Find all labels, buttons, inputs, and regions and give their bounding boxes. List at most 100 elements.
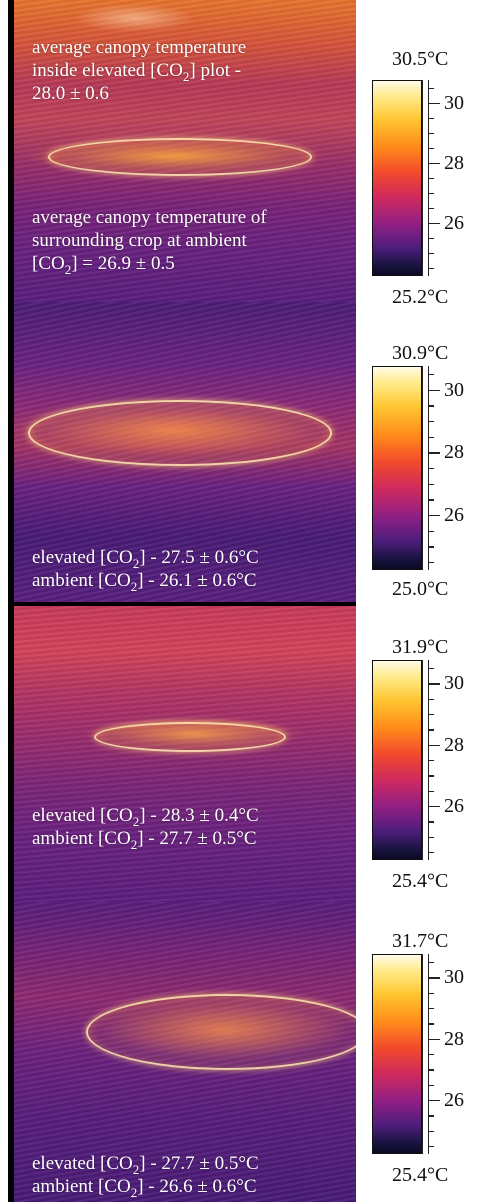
elevated-co2-plot-ring-4 xyxy=(86,994,356,1070)
elevated-co2-plot-ring-1 xyxy=(48,138,312,176)
axis-tick xyxy=(428,238,434,240)
caption-line: surrounding crop at ambient xyxy=(32,230,247,251)
caption-line: [CO2] = 26.9 ± 0.5 xyxy=(32,253,175,277)
axis-tick xyxy=(428,729,434,731)
axis-tick xyxy=(428,530,434,532)
axis-tick xyxy=(428,208,434,210)
axis-tick xyxy=(428,436,434,438)
axis-tick xyxy=(428,1023,434,1025)
caption-line: inside elevated [CO2] plot - xyxy=(32,60,242,84)
axis-tick xyxy=(428,193,434,195)
axis-tick xyxy=(428,1130,434,1132)
scale-min-label: 25.4°C xyxy=(392,1164,449,1186)
axis-tick xyxy=(428,806,440,808)
axis-tick xyxy=(428,714,434,716)
elevated-co2-plot-ring-3 xyxy=(94,722,286,752)
caption-line: elevated [CO2] - 28.3 ± 0.4°C xyxy=(32,805,259,829)
axis-tick xyxy=(428,1115,434,1117)
thermal-image-column: average canopy temperature inside elevat… xyxy=(8,0,356,1202)
colorbar-axis xyxy=(416,80,442,276)
scale-max-label: 31.7°C xyxy=(392,930,449,952)
thermal-panel-2: elevated [CO2] - 27.5 ± 0.6°C ambient [C… xyxy=(14,302,356,602)
axis-tick xyxy=(428,683,440,685)
axis-tick xyxy=(428,562,434,564)
axis-tick xyxy=(428,103,440,105)
scale-min-label: 25.4°C xyxy=(392,870,449,892)
axis-tick xyxy=(428,133,434,135)
axis-tick xyxy=(428,223,440,225)
axis-tick-label: 28 xyxy=(444,733,464,756)
axis-tick xyxy=(428,821,434,823)
axis-tick xyxy=(428,389,440,391)
axis-tick xyxy=(428,374,434,376)
caption-line: ambient [CO2] - 27.7 ± 0.5°C xyxy=(32,828,257,852)
thermal-panel-1: average canopy temperature inside elevat… xyxy=(14,0,356,302)
thermal-photo-3 xyxy=(14,606,356,902)
caption-line: 28.0 ± 0.6 xyxy=(32,83,109,104)
axis-tick-label: 26 xyxy=(444,212,464,234)
axis-tick xyxy=(428,1069,434,1071)
axis-tick xyxy=(428,1146,434,1148)
colorbar xyxy=(372,366,422,570)
axis-tick-label: 28 xyxy=(444,1027,464,1050)
axis-tick xyxy=(428,992,434,994)
axis-tick xyxy=(428,698,434,700)
axis-tick xyxy=(428,775,434,777)
axis-tick xyxy=(428,268,434,270)
axis-tick xyxy=(428,118,434,120)
caption-1a: average canopy temperature inside elevat… xyxy=(32,36,246,105)
colorbar-axis xyxy=(416,954,442,1154)
caption-4: elevated [CO2] - 27.7 ± 0.5°C ambient [C… xyxy=(32,1152,259,1200)
axis-tick xyxy=(428,546,434,548)
caption-3: elevated [CO2] - 28.3 ± 0.4°C ambient [C… xyxy=(32,804,259,852)
caption-line: ambient [CO2] - 26.1 ± 0.6°C xyxy=(32,570,257,594)
axis-tick xyxy=(428,790,434,792)
axis-tick xyxy=(428,962,434,964)
axis-tick-label: 30 xyxy=(444,378,464,401)
axis-tick xyxy=(428,148,434,150)
axis-tick xyxy=(428,253,434,255)
thermal-panel-3: elevated [CO2] - 28.3 ± 0.4°C ambient [C… xyxy=(14,606,356,902)
axis-tick-label: 30 xyxy=(444,966,464,989)
colorbar xyxy=(372,660,422,860)
axis-tick xyxy=(428,852,434,854)
caption-1b: average canopy temperature of surroundin… xyxy=(32,206,267,277)
axis-tick xyxy=(428,163,440,165)
scale-max-label: 30.9°C xyxy=(392,342,449,364)
caption-2: elevated [CO2] - 27.5 ± 0.6°C ambient [C… xyxy=(32,546,259,594)
caption-line: average canopy temperature xyxy=(32,37,247,58)
colorbar xyxy=(372,80,422,276)
axis-tick xyxy=(428,421,434,423)
axis-tick-label: 26 xyxy=(444,504,464,526)
axis-tick-label: 28 xyxy=(444,152,464,174)
axis-tick xyxy=(428,1038,440,1040)
axis-tick xyxy=(428,1084,434,1086)
axis-tick-label: 28 xyxy=(444,441,464,464)
axis-tick xyxy=(428,760,434,762)
axis-tick xyxy=(428,744,440,746)
axis-tick xyxy=(428,88,434,90)
caption-line: elevated [CO2] - 27.5 ± 0.6°C xyxy=(32,547,259,571)
scale-max-label: 31.9°C xyxy=(392,636,449,658)
scale-min-label: 25.0°C xyxy=(392,578,449,600)
axis-tick-label: 30 xyxy=(444,92,464,114)
axis-tick xyxy=(428,452,440,454)
axis-tick xyxy=(428,668,434,670)
colorbar-axis xyxy=(416,366,442,570)
axis-tick xyxy=(428,836,434,838)
axis-tick xyxy=(428,483,434,485)
axis-tick xyxy=(428,499,434,501)
axis-tick xyxy=(428,515,440,517)
caption-line: ambient [CO2] - 26.6 ± 0.6°C xyxy=(32,1176,257,1200)
axis-tick-label: 26 xyxy=(444,1089,464,1111)
axis-tick xyxy=(428,977,440,979)
axis-tick-label: 26 xyxy=(444,795,464,817)
axis-tick xyxy=(428,178,434,180)
colorbar xyxy=(372,954,422,1154)
axis-tick xyxy=(428,405,434,407)
caption-line: average canopy temperature of xyxy=(32,207,267,228)
thermal-panel-4: elevated [CO2] - 27.7 ± 0.5°C ambient [C… xyxy=(14,902,356,1202)
colorbar-axis xyxy=(416,660,442,860)
axis-tick xyxy=(428,1054,434,1056)
elevated-co2-plot-ring-2 xyxy=(28,400,332,466)
